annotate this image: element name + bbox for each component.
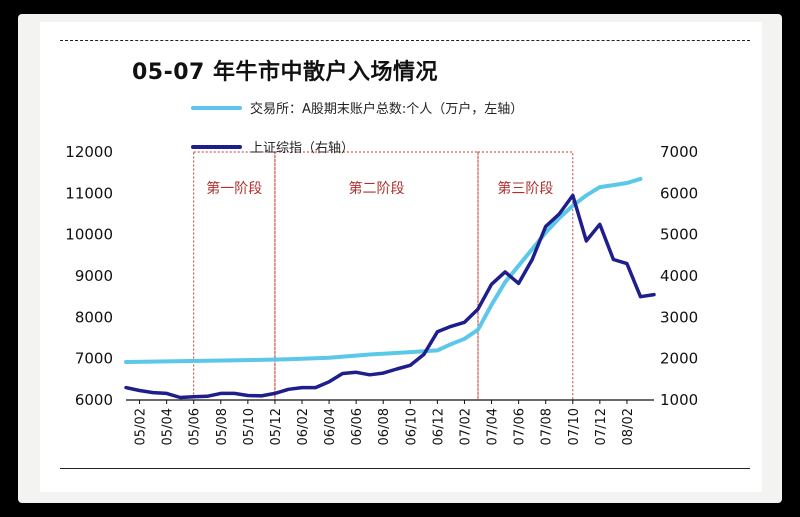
x-tick-label: 05/10 [242,408,257,445]
x-tick-label: 05/06 [188,408,203,445]
x-tick-label: 07/10 [567,408,582,445]
chart-axes: 6000 7000 8000 9000 10000 11000 12000 1000 2000 3… [65,143,698,445]
x-tick-label: 05/12 [269,408,284,445]
series-line-index [124,193,656,400]
y-right-tick-label: 1000 [660,391,698,409]
x-tick-label: 07/08 [540,408,555,445]
y-right-tick-label: 5000 [660,226,698,244]
x-tick-label: 07/06 [513,408,528,445]
stage-label: 第二阶段 [348,180,404,197]
x-tick-label: 07/12 [594,408,609,445]
x-tick-label: 06/02 [296,408,311,445]
y-left-tick-label: 6000 [75,391,113,409]
y-left-tick-label: 7000 [75,350,113,368]
chart-series [124,176,656,400]
x-tick-label: 07/02 [458,408,473,445]
top-dashed-rule [60,40,750,41]
x-tick-label: 08/02 [621,408,636,445]
legend-label: 上证综指（右轴） [250,141,354,156]
y-left-tick-label: 12000 [65,143,113,161]
x-tick-label: 07/04 [486,408,501,445]
stage-label: 第一阶段 [206,180,262,197]
x-tick-label: 06/10 [404,408,419,445]
x-tick-label: 05/08 [215,408,230,445]
x-tick-label: 06/04 [323,408,338,445]
chart-title: 05-07 年牛市中散户入场情况 [132,60,439,85]
x-tick-label: 06/12 [431,408,446,445]
y-right-tick-label: 4000 [660,267,698,285]
stage-boxes: 第一阶段 第二阶段 第三阶段 [193,151,574,401]
bottom-rule [60,468,750,469]
y-left-tick-label: 9000 [75,267,113,285]
y-left-tick-label: 8000 [75,308,113,326]
stage-box [477,151,574,401]
x-tick-label: 06/06 [350,408,365,445]
y-left-tick-label: 10000 [65,226,113,244]
stage-label: 第三阶段 [497,180,553,197]
legend-label: 交易所：A股期末账户总数:个人（万户，左轴） [250,101,523,117]
chart-legend: 交易所：A股期末账户总数:个人（万户，左轴） 上证综指（右轴） [191,101,523,156]
y-right-tick-label: 3000 [660,308,698,326]
y-right-tick-label: 6000 [660,184,698,202]
y-left-tick-label: 11000 [65,184,113,202]
y-right-tick-label: 7000 [660,143,698,161]
series-line-accounts [124,176,643,364]
x-tick-label: 05/04 [161,408,176,445]
x-tick-label: 05/02 [134,408,149,445]
y-right-tick-label: 2000 [660,350,698,368]
x-tick-label: 06/08 [377,408,392,445]
chart-paper [40,22,762,492]
